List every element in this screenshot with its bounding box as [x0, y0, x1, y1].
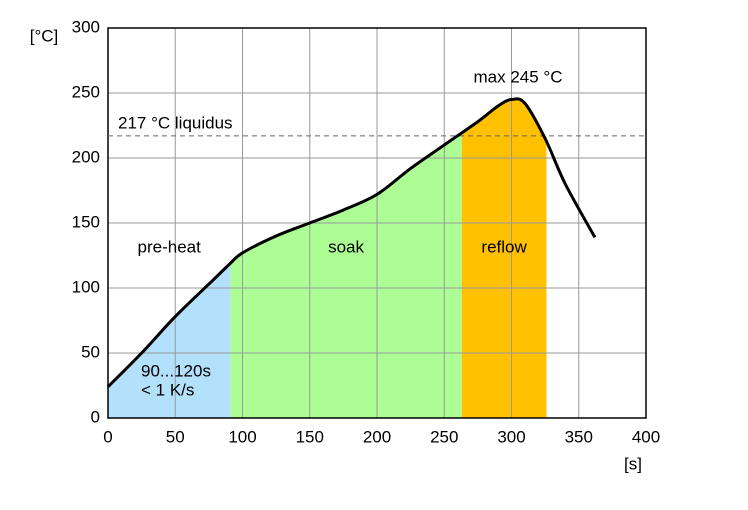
zone — [461, 98, 547, 419]
x-tick-label: 300 — [497, 427, 525, 446]
y-tick-label: 250 — [72, 82, 100, 101]
x-tick-label: 400 — [632, 427, 660, 446]
y-tick-label: 200 — [72, 147, 100, 166]
zone — [108, 263, 231, 418]
peak-label: max 245 °C — [473, 67, 562, 86]
zone — [230, 132, 462, 418]
zone-note: < 1 K/s — [141, 380, 194, 399]
x-tick-label: 0 — [103, 427, 112, 446]
plot-frame — [107, 27, 647, 419]
y-tick-label: 0 — [91, 407, 100, 426]
y-tick-label: 150 — [72, 212, 100, 231]
y-axis-label: [°C] — [30, 26, 59, 45]
x-axis-label: [s] — [624, 454, 642, 473]
liquidus-label: 217 °C liquidus — [118, 113, 233, 132]
profile-line — [106, 97, 597, 388]
y-tick-label: 100 — [72, 277, 100, 296]
y-tick-label: 50 — [81, 342, 100, 361]
x-tick-label: 250 — [430, 427, 458, 446]
zone-label: reflow — [481, 237, 527, 256]
zone-label: soak — [328, 237, 364, 256]
zone-note: 90...120s — [141, 361, 211, 380]
x-tick-label: 350 — [565, 427, 593, 446]
x-tick-label: 100 — [228, 427, 256, 446]
x-tick-label: 200 — [363, 427, 391, 446]
zone-label: pre-heat — [138, 237, 202, 256]
x-tick-label: 150 — [296, 427, 324, 446]
y-tick-label: 300 — [72, 17, 100, 36]
x-tick-label: 50 — [166, 427, 185, 446]
